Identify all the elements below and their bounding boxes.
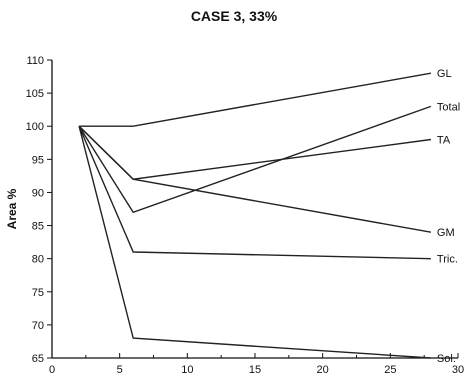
series-line [78,125,431,180]
x-tick-label: 25 [384,364,396,376]
series-line [78,105,432,214]
series-label: Sol. [437,353,456,365]
series-label: TA [437,134,451,146]
y-axis-title: Area % [5,188,19,229]
series-line [79,72,432,127]
y-tick-label: 100 [26,121,44,133]
series-line [78,125,432,233]
series-label: Tric. [437,254,458,266]
series-layer [78,72,432,359]
y-tick-label: 85 [32,221,44,233]
labels-layer: GL Total TA GM Tric. Sol. [437,68,460,365]
chart-title: CASE 3, 33% [190,8,278,24]
y-tick-label: 75 [32,287,44,299]
x-tick-label: 15 [249,364,261,376]
y-tick-label: 95 [32,154,44,166]
y-tick-label: 65 [32,353,44,365]
series-label: GL [437,68,452,80]
x-tick-label: 0 [49,364,55,376]
x-tick-label: 10 [181,364,193,376]
y-tick-label: 110 [26,55,44,67]
series-line [78,125,431,260]
axes: 65707580859095100105110051015202530Weeks… [5,55,464,376]
y-tick-label: 70 [32,320,44,332]
x-tick-label: 30 [452,364,464,376]
series-line [78,126,431,359]
x-tick-label: 20 [317,364,329,376]
y-tick-label: 80 [32,254,44,266]
series-label: Total [437,101,460,113]
y-tick-label: 90 [32,187,44,199]
x-tick-label: 5 [117,364,123,376]
series-label: GM [437,227,455,239]
y-tick-label: 105 [26,88,44,100]
